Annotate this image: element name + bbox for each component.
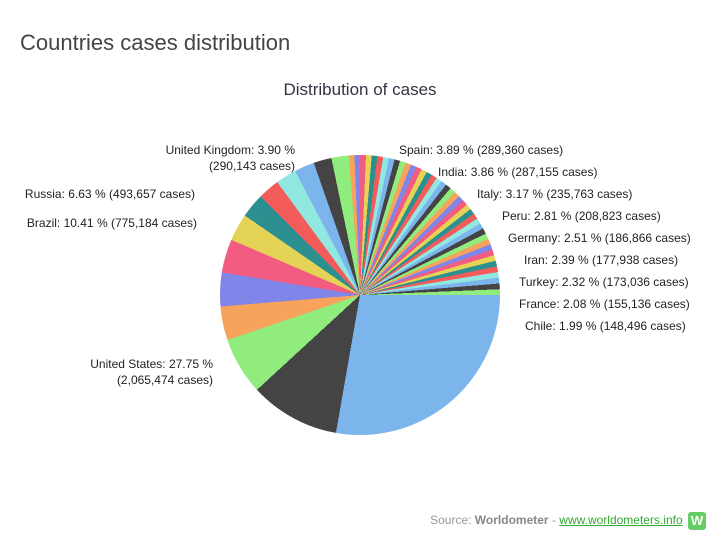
label-peru: Peru: 2.81 % (208,823 cases) (502, 208, 661, 224)
pie-chart (220, 155, 500, 435)
page-title: Countries cases distribution (20, 30, 290, 56)
pie-graphic (220, 155, 500, 435)
label-brazil: Brazil: 10.41 % (775,184 cases) (0, 215, 197, 231)
label-germany: Germany: 2.51 % (186,866 cases) (508, 230, 691, 246)
label-united-states: United States: 27.75 % (2,065,474 cases) (43, 356, 213, 388)
label-italy: Italy: 3.17 % (235,763 cases) (477, 186, 632, 202)
worldometer-icon: W (688, 512, 706, 530)
label-iran: Iran: 2.39 % (177,938 cases) (524, 252, 678, 268)
source-link[interactable]: www.worldometers.info (559, 513, 682, 527)
label-russia: Russia: 6.63 % (493,657 cases) (0, 186, 195, 202)
text: (290,143 cases) (209, 159, 295, 173)
chart-title: Distribution of cases (0, 80, 720, 100)
source-name: Worldometer (475, 513, 549, 527)
label-turkey: Turkey: 2.32 % (173,036 cases) (519, 274, 689, 290)
text: (2,065,474 cases) (117, 373, 213, 387)
label-france: France: 2.08 % (155,136 cases) (519, 296, 690, 312)
text: United Kingdom: 3.90 % (166, 143, 295, 157)
label-uk: United Kingdom: 3.90 % (290,143 cases) (125, 142, 295, 174)
source-prefix: Source: (430, 513, 475, 527)
label-chile: Chile: 1.99 % (148,496 cases) (525, 318, 686, 334)
label-india: India: 3.86 % (287,155 cases) (438, 164, 597, 180)
source-footer: Source: Worldometer - www.worldometers.i… (430, 512, 706, 530)
label-spain: Spain: 3.89 % (289,360 cases) (399, 142, 563, 158)
text: United States: 27.75 % (90, 357, 213, 371)
